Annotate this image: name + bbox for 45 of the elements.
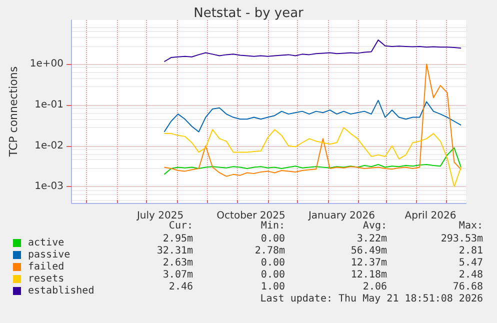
text: Avg: <box>362 220 388 232</box>
x-tick-label: October 2025 <box>216 210 286 222</box>
legend-label: failed <box>28 262 64 272</box>
text: 5.47 <box>458 258 484 268</box>
legend-label: established <box>28 286 94 296</box>
x-tick-label: April 2026 <box>404 210 456 222</box>
line-series <box>164 100 462 132</box>
text: 2.78m <box>254 246 286 256</box>
text: 2.06 <box>362 282 388 292</box>
text: 3.07m <box>162 270 194 280</box>
chart-title: Netstat - by year <box>194 6 304 21</box>
line-series <box>164 64 462 177</box>
text: 2.46 <box>168 282 194 292</box>
text: 0.00 <box>260 234 286 244</box>
text: 1.00 <box>260 282 286 292</box>
text: Cur: <box>168 220 194 232</box>
y-axis-title: TCP connections <box>7 66 20 158</box>
y-tick-label: 1e-02 <box>34 140 64 152</box>
text: 293.53m <box>440 234 484 244</box>
text: 2.95m <box>162 234 194 244</box>
line-series <box>164 127 462 188</box>
text: 3.22m <box>356 234 388 244</box>
legend-label: active <box>28 238 64 248</box>
y-tick-label: 1e-01 <box>34 99 64 110</box>
text: 0.00 <box>260 258 286 268</box>
text: Last update: Thu May 21 18:51:08 2026 <box>260 294 484 304</box>
legend-label: passive <box>28 250 70 260</box>
y-tick-label: 1e+00 <box>30 58 64 70</box>
legend-label: resets <box>28 274 64 284</box>
text: 2.63m <box>162 258 194 268</box>
line-series <box>164 147 462 175</box>
text: 12.18m <box>350 270 387 280</box>
text: 0.00 <box>260 270 286 280</box>
text: 76.68 <box>452 282 484 292</box>
text: 12.37m <box>350 258 387 268</box>
line-series <box>164 39 462 62</box>
text: 2.81 <box>458 246 484 256</box>
text: 56.49m <box>350 246 387 256</box>
y-tick-label: 1e-03 <box>34 181 64 192</box>
x-tick-label: July 2025 <box>136 210 184 222</box>
text: 2.48 <box>458 270 484 280</box>
x-tick-label: January 2026 <box>307 210 376 222</box>
text: 32.31m <box>156 246 193 256</box>
text: Max: <box>458 220 484 232</box>
text: Min: <box>260 220 286 232</box>
